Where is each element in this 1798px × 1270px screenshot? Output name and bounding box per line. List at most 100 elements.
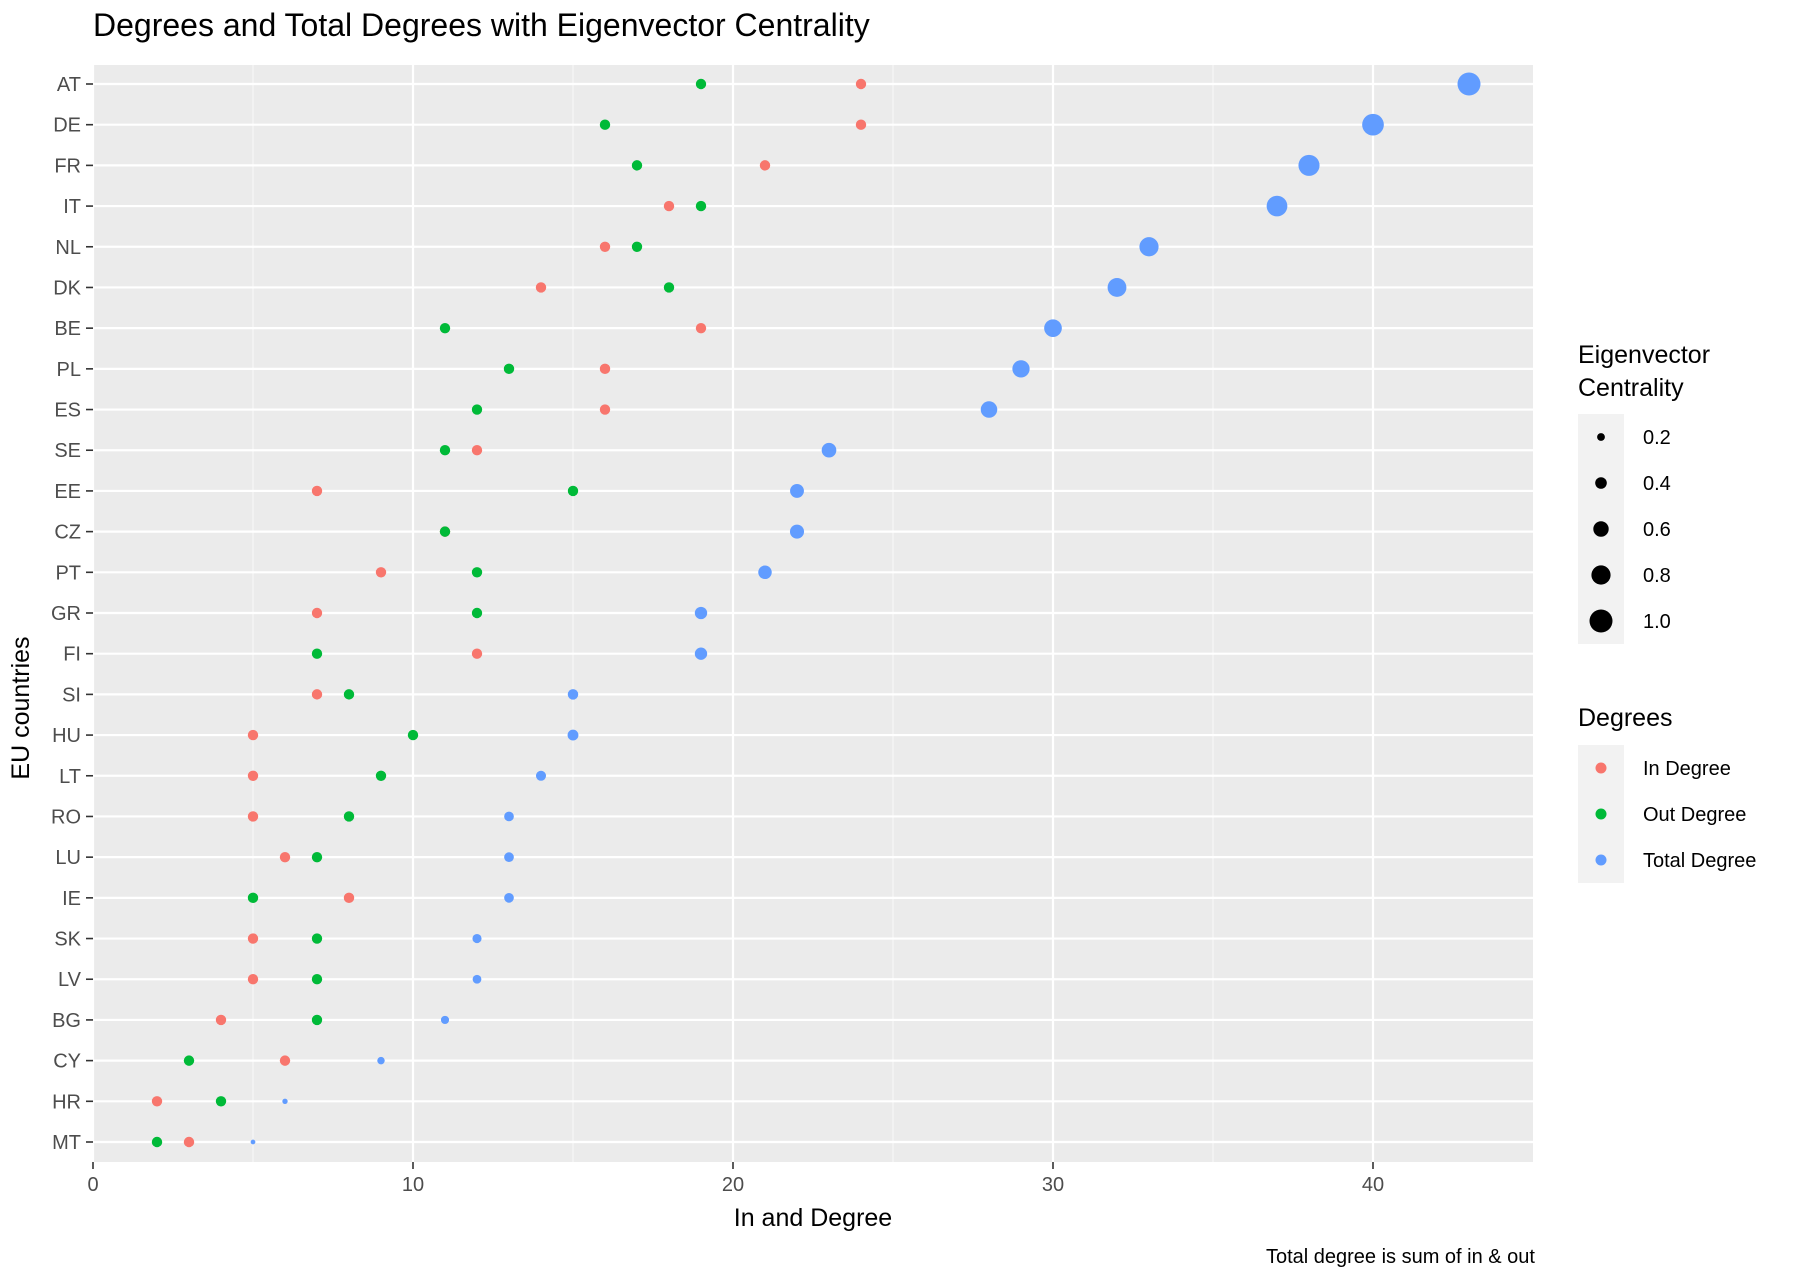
point-hu-total-degree xyxy=(567,729,579,741)
point-lt-out-degree xyxy=(375,770,387,781)
color-legend-title: Degrees xyxy=(1578,704,1673,732)
point-it-in-degree xyxy=(663,200,675,212)
point-lv-in-degree xyxy=(247,974,259,985)
size-legend-dot xyxy=(1591,565,1611,585)
point-bg-total-degree xyxy=(440,1015,450,1025)
point-cz-out-degree xyxy=(439,526,451,537)
y-tick-label-pt: PT xyxy=(55,562,81,584)
x-tick-label: 40 xyxy=(1362,1174,1384,1196)
y-tick-label-lu: LU xyxy=(55,847,81,869)
y-tick-label-bg: BG xyxy=(52,1010,81,1032)
point-nl-total-degree xyxy=(1139,237,1159,257)
chart-title: Degrees and Total Degrees with Eigenvect… xyxy=(93,7,870,43)
point-dk-in-degree xyxy=(535,282,547,293)
y-tick-label-be: BE xyxy=(54,318,81,340)
color-legend-keys: In Degree Out Degree Total Degree xyxy=(1595,758,1756,872)
point-dk-total-degree xyxy=(1107,278,1127,297)
y-tick-label-at: AT xyxy=(57,74,81,96)
color-legend-label: Out Degree xyxy=(1643,804,1746,826)
data-points xyxy=(151,72,1481,1148)
y-tick-label-se: SE xyxy=(54,440,81,462)
size-legend-dot xyxy=(1595,477,1607,489)
x-tick-label: 0 xyxy=(87,1174,98,1196)
point-se-total-degree xyxy=(821,442,837,458)
x-tick-label: 20 xyxy=(722,1174,744,1196)
point-mt-in-degree xyxy=(183,1136,195,1148)
y-tick-label-it: IT xyxy=(63,196,81,218)
point-fr-in-degree xyxy=(759,160,771,171)
point-lt-in-degree xyxy=(247,770,259,781)
point-ie-out-degree xyxy=(247,892,259,904)
major-gridlines xyxy=(91,65,1533,1162)
size-legend-dot xyxy=(1589,609,1613,633)
size-legend-title-line-2: Centrality xyxy=(1578,374,1684,402)
point-sk-total-degree xyxy=(472,933,482,944)
point-ie-total-degree xyxy=(504,892,514,903)
point-lv-total-degree xyxy=(472,974,482,984)
size-legend-dot xyxy=(1593,521,1609,537)
point-ee-out-degree xyxy=(567,485,579,497)
point-fi-in-degree xyxy=(471,648,483,659)
point-pt-out-degree xyxy=(471,567,483,578)
point-be-total-degree xyxy=(1044,319,1062,337)
point-it-out-degree xyxy=(695,200,707,212)
point-ro-out-degree xyxy=(343,811,355,822)
point-lt-total-degree xyxy=(535,770,547,781)
point-cy-total-degree xyxy=(377,1056,385,1065)
size-legend-label: 0.4 xyxy=(1643,473,1671,495)
size-legend-label: 0.2 xyxy=(1643,427,1671,449)
y-tick-label-de: DE xyxy=(53,115,81,137)
point-sk-out-degree xyxy=(311,933,323,944)
point-fr-total-degree xyxy=(1298,154,1320,176)
size-legend-label: 0.8 xyxy=(1643,565,1671,587)
color-legend: Degrees In Degree Out Degree Total Degree xyxy=(1578,704,1756,883)
color-legend-label: Total Degree xyxy=(1643,850,1756,872)
y-tick-label-dk: DK xyxy=(53,277,81,299)
point-sk-in-degree xyxy=(247,933,259,944)
color-legend-dot-out-degree xyxy=(1595,808,1607,820)
y-tick-label-fr: FR xyxy=(54,155,81,177)
y-tick-label-nl: NL xyxy=(55,237,81,259)
point-be-out-degree xyxy=(439,322,451,334)
point-dk-out-degree xyxy=(663,282,675,293)
point-at-out-degree xyxy=(695,78,707,90)
x-tick-label: 10 xyxy=(402,1174,424,1196)
point-cz-total-degree xyxy=(789,524,805,539)
point-bg-out-degree xyxy=(311,1014,323,1026)
point-de-total-degree xyxy=(1362,113,1384,136)
point-ro-total-degree xyxy=(504,811,514,822)
point-lu-out-degree xyxy=(311,851,323,863)
color-legend-dot-total-degree xyxy=(1595,854,1607,866)
x-axis-title: In and Degree xyxy=(734,1204,892,1232)
color-legend-dot-in-degree xyxy=(1595,762,1607,774)
point-pt-in-degree xyxy=(375,567,387,578)
point-es-total-degree xyxy=(980,401,998,418)
point-hu-out-degree xyxy=(407,729,419,741)
point-de-in-degree xyxy=(855,119,867,130)
y-tick-label-es: ES xyxy=(54,400,81,422)
y-tick-label-sk: SK xyxy=(54,929,81,951)
point-cy-out-degree xyxy=(183,1055,195,1066)
y-tick-label-hu: HU xyxy=(52,725,81,747)
point-pl-total-degree xyxy=(1012,360,1030,378)
point-fi-total-degree xyxy=(694,647,708,660)
size-legend-dot xyxy=(1597,433,1605,441)
point-at-in-degree xyxy=(855,78,867,90)
point-be-in-degree xyxy=(695,322,707,334)
y-tick-label-ro: RO xyxy=(51,806,81,828)
point-gr-in-degree xyxy=(311,607,323,619)
point-mt-out-degree xyxy=(151,1136,163,1148)
y-tick-label-mt: MT xyxy=(52,1132,81,1154)
point-it-total-degree xyxy=(1266,195,1288,217)
y-tick-label-si: SI xyxy=(62,684,81,706)
y-tick-label-gr: GR xyxy=(51,603,81,625)
point-es-in-degree xyxy=(599,404,611,415)
x-axis: 0 10 20 30 40 xyxy=(87,1162,1384,1196)
y-tick-label-ee: EE xyxy=(54,481,81,503)
y-tick-label-hr: HR xyxy=(52,1091,81,1113)
size-legend: Eigenvector Centrality 0.2 0.4 0.6 0.8 1.0 xyxy=(1578,341,1710,644)
point-cy-in-degree xyxy=(279,1055,291,1066)
point-mt-total-degree xyxy=(250,1139,256,1145)
point-pt-total-degree xyxy=(758,565,772,580)
